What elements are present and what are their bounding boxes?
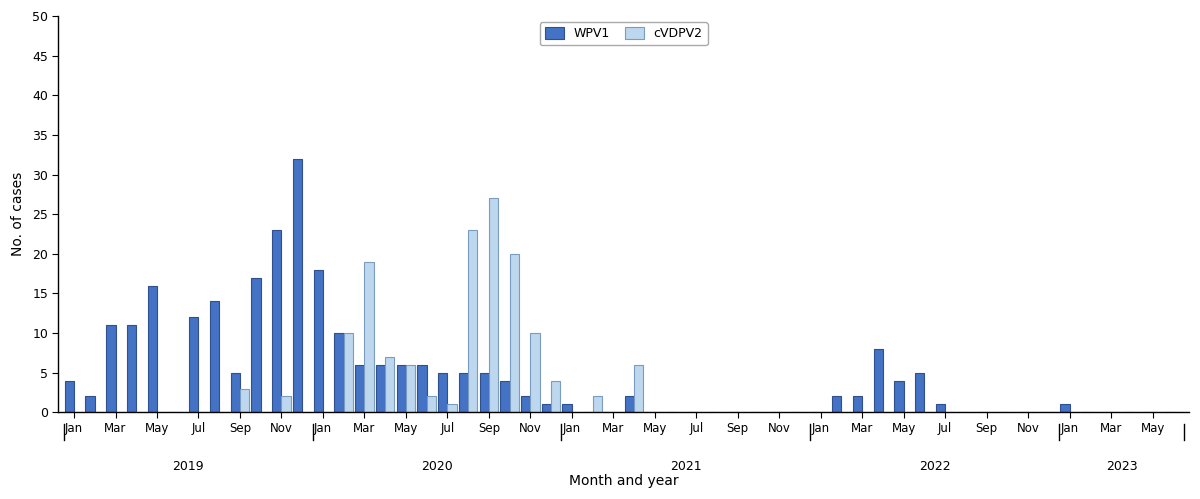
Bar — [190, 317, 198, 412]
Bar — [335, 333, 343, 412]
Bar — [500, 381, 510, 412]
Text: 2020: 2020 — [421, 460, 452, 473]
Bar — [418, 365, 427, 412]
Bar — [272, 230, 282, 412]
Bar — [427, 396, 436, 412]
Bar — [530, 333, 540, 412]
Bar — [832, 396, 841, 412]
Bar — [480, 373, 488, 412]
Bar — [406, 365, 415, 412]
Bar — [625, 396, 634, 412]
Bar — [251, 277, 260, 412]
Text: 2021: 2021 — [670, 460, 702, 473]
Bar — [438, 373, 448, 412]
Bar — [293, 159, 302, 412]
X-axis label: Month and year: Month and year — [569, 474, 678, 488]
Bar — [343, 333, 353, 412]
Bar — [65, 381, 74, 412]
Bar — [916, 373, 924, 412]
Bar — [385, 357, 395, 412]
Bar — [106, 325, 115, 412]
Bar — [521, 396, 530, 412]
Text: 2019: 2019 — [173, 460, 204, 473]
Bar — [488, 198, 498, 412]
Bar — [240, 389, 250, 412]
Y-axis label: No. of cases: No. of cases — [11, 172, 25, 256]
Bar — [894, 381, 904, 412]
Bar — [1061, 404, 1069, 412]
Bar — [355, 365, 365, 412]
Bar — [936, 404, 946, 412]
Bar — [127, 325, 137, 412]
Bar — [468, 230, 478, 412]
Bar — [282, 396, 290, 412]
Legend: WPV1, cVDPV2: WPV1, cVDPV2 — [540, 22, 708, 45]
Bar — [563, 404, 572, 412]
Bar — [874, 349, 883, 412]
Bar — [853, 396, 863, 412]
Bar — [210, 301, 220, 412]
Text: 2023: 2023 — [1105, 460, 1138, 473]
Bar — [634, 365, 643, 412]
Bar — [551, 381, 560, 412]
Bar — [148, 285, 157, 412]
Text: 2022: 2022 — [919, 460, 950, 473]
Bar — [448, 404, 457, 412]
Bar — [313, 269, 323, 412]
Bar — [365, 262, 373, 412]
Bar — [230, 373, 240, 412]
Bar — [510, 254, 518, 412]
Bar — [541, 404, 551, 412]
Bar — [396, 365, 406, 412]
Bar — [593, 396, 602, 412]
Bar — [458, 373, 468, 412]
Bar — [376, 365, 385, 412]
Bar — [85, 396, 95, 412]
